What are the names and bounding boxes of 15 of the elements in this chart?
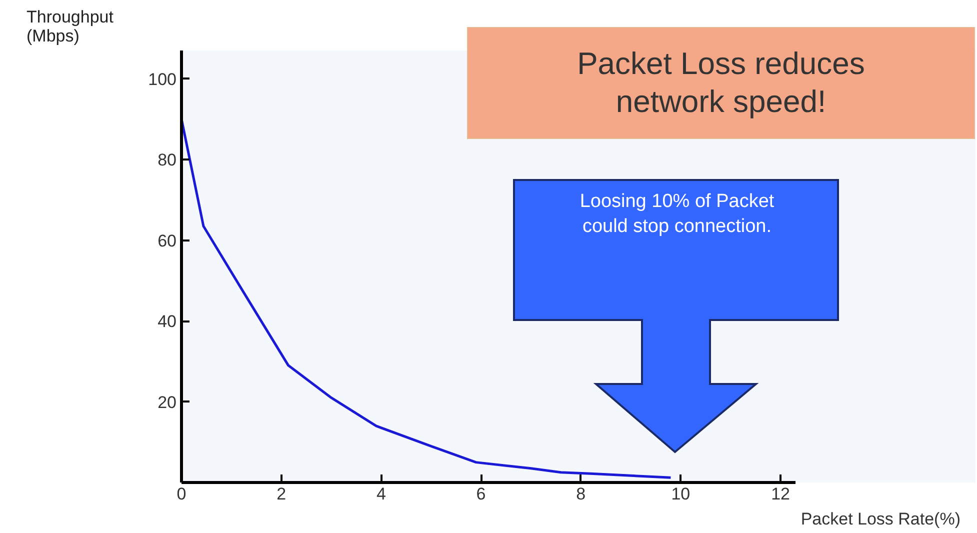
x-tick-label: 6 bbox=[476, 484, 486, 504]
x-tick-label: 12 bbox=[771, 484, 790, 504]
x-tick-label: 0 bbox=[176, 484, 186, 504]
x-tick-label: 2 bbox=[276, 484, 286, 504]
x-tick-label: 10 bbox=[671, 484, 690, 504]
y-tick-label: 40 bbox=[158, 312, 177, 332]
y-tick-label: 100 bbox=[148, 70, 177, 89]
x-tick-label: 4 bbox=[376, 484, 386, 504]
y-axis-title: Throughput (Mbps) bbox=[26, 8, 114, 46]
annotation: Loosing 10% of Packet could stop connection. bbox=[578, 190, 776, 239]
y-tick-label: 80 bbox=[158, 150, 177, 170]
x-axis-title: Packet Loss Rate(%) bbox=[800, 510, 961, 528]
y-tick-label: 60 bbox=[158, 231, 177, 250]
x-tick-label: 8 bbox=[576, 484, 586, 504]
y-tick-label: 20 bbox=[158, 392, 177, 412]
